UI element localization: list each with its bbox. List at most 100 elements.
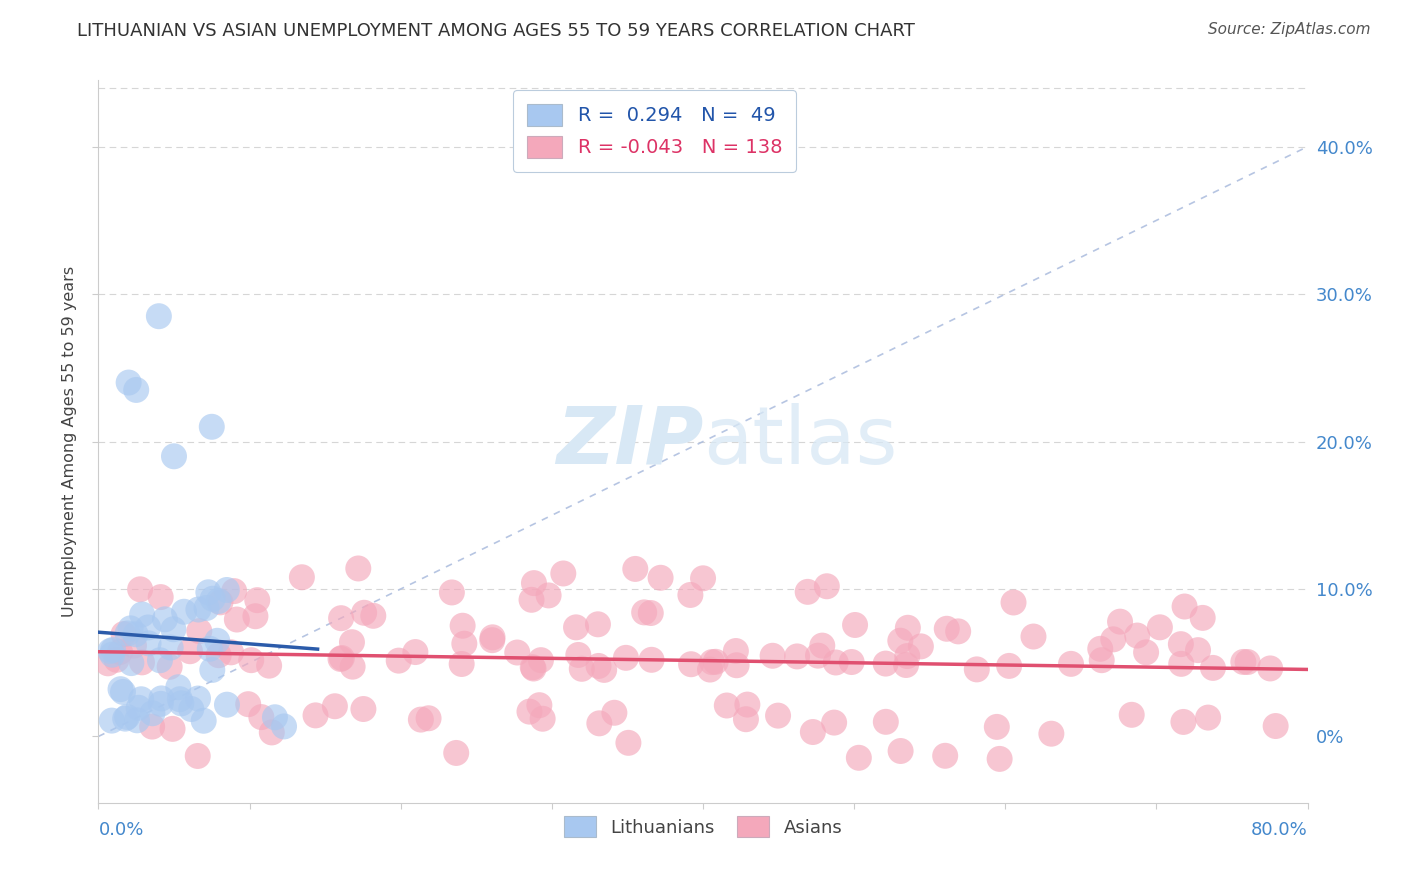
Point	[910, 640, 932, 654]
Point	[1002, 595, 1025, 609]
Point	[118, 376, 141, 390]
Point	[1170, 657, 1192, 671]
Point	[896, 649, 918, 664]
Point	[725, 658, 748, 673]
Text: Source: ZipAtlas.com: Source: ZipAtlas.com	[1208, 22, 1371, 37]
Point	[245, 609, 267, 624]
Point	[323, 699, 346, 714]
Point	[453, 637, 475, 651]
Point	[347, 561, 370, 575]
Point	[1109, 615, 1132, 629]
Point	[193, 714, 215, 728]
Point	[404, 645, 426, 659]
Point	[679, 588, 702, 602]
Point	[112, 627, 135, 641]
Point	[136, 620, 159, 634]
Point	[567, 648, 589, 662]
Point	[796, 585, 818, 599]
Point	[353, 606, 375, 620]
Point	[716, 698, 738, 713]
Point	[219, 645, 242, 659]
Point	[340, 635, 363, 649]
Point	[588, 659, 610, 673]
Point	[1187, 643, 1209, 657]
Point	[224, 584, 246, 599]
Text: 0.0%: 0.0%	[98, 821, 143, 838]
Point	[180, 702, 202, 716]
Point	[108, 645, 131, 659]
Point	[260, 725, 283, 739]
Point	[811, 639, 834, 653]
Point	[1126, 628, 1149, 642]
Point	[100, 714, 122, 728]
Point	[187, 749, 209, 764]
Point	[169, 692, 191, 706]
Point	[603, 706, 626, 720]
Point	[617, 736, 640, 750]
Point	[330, 651, 353, 665]
Point	[1102, 632, 1125, 647]
Point	[201, 419, 224, 434]
Point	[1264, 719, 1286, 733]
Point	[762, 648, 785, 663]
Point	[640, 606, 662, 620]
Point	[138, 636, 160, 650]
Point	[444, 746, 467, 760]
Point	[1173, 714, 1195, 729]
Point	[588, 716, 610, 731]
Point	[481, 633, 503, 648]
Y-axis label: Unemployment Among Ages 55 to 59 years: Unemployment Among Ages 55 to 59 years	[62, 266, 77, 617]
Point	[966, 662, 988, 676]
Point	[120, 621, 142, 635]
Point	[149, 653, 172, 667]
Point	[815, 579, 838, 593]
Point	[105, 653, 128, 667]
Point	[1202, 661, 1225, 675]
Point	[681, 657, 703, 672]
Point	[522, 660, 544, 674]
Point	[801, 725, 824, 739]
Point	[187, 691, 209, 706]
Point	[986, 720, 1008, 734]
Point	[101, 643, 124, 657]
Point	[519, 705, 541, 719]
Point	[724, 644, 747, 658]
Point	[141, 706, 163, 721]
Point	[1258, 661, 1281, 675]
Point	[440, 585, 463, 599]
Point	[131, 656, 153, 670]
Point	[614, 650, 637, 665]
Point	[131, 607, 153, 622]
Point	[170, 697, 193, 711]
Point	[1135, 645, 1157, 659]
Point	[188, 624, 211, 639]
Point	[1040, 727, 1063, 741]
Point	[98, 644, 121, 658]
Point	[894, 658, 917, 673]
Point	[1060, 657, 1083, 671]
Point	[162, 722, 184, 736]
Point	[988, 752, 1011, 766]
Point	[934, 748, 956, 763]
Point	[633, 606, 655, 620]
Point	[1022, 630, 1045, 644]
Point	[766, 708, 789, 723]
Point	[553, 566, 575, 581]
Point	[1191, 611, 1213, 625]
Point	[388, 654, 411, 668]
Point	[148, 309, 170, 323]
Point	[195, 601, 218, 615]
Point	[115, 710, 138, 724]
Point	[197, 585, 219, 599]
Point	[1197, 710, 1219, 724]
Point	[875, 714, 897, 729]
Point	[1091, 653, 1114, 667]
Point	[586, 617, 609, 632]
Point	[246, 593, 269, 607]
Point	[124, 627, 146, 641]
Point	[240, 653, 263, 667]
Point	[537, 589, 560, 603]
Point	[120, 656, 142, 670]
Point	[125, 714, 148, 728]
Point	[565, 620, 588, 634]
